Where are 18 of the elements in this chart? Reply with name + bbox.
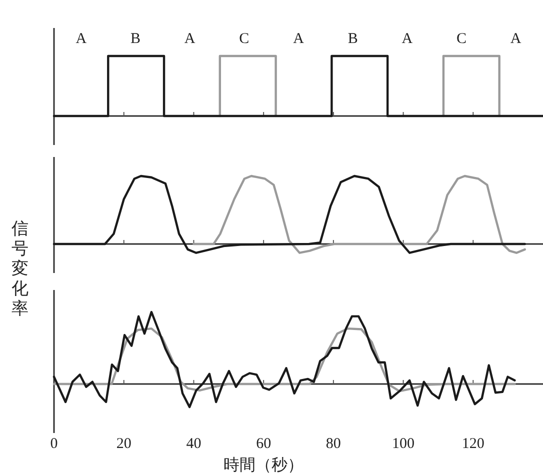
x-tick-label: 120: [462, 436, 484, 452]
y-axis-title: 信号変化率: [12, 219, 28, 318]
x-tick-label: 0: [50, 436, 58, 452]
x-axis-title: 時間（秒）: [224, 456, 304, 474]
x-tick-label: 80: [326, 436, 341, 452]
text: B: [130, 31, 141, 47]
text: A: [402, 31, 413, 47]
text: C: [456, 31, 467, 47]
text: A: [510, 31, 522, 47]
x-tick-label: 100: [392, 436, 415, 452]
text: A: [293, 31, 304, 47]
text: C: [239, 31, 250, 47]
text: A: [76, 31, 87, 47]
x-tick-label: 60: [256, 436, 272, 452]
text: B: [348, 31, 358, 47]
x-tick-label: 40: [186, 436, 202, 452]
x-tick-label: 20: [116, 436, 132, 452]
text: A: [184, 31, 196, 47]
